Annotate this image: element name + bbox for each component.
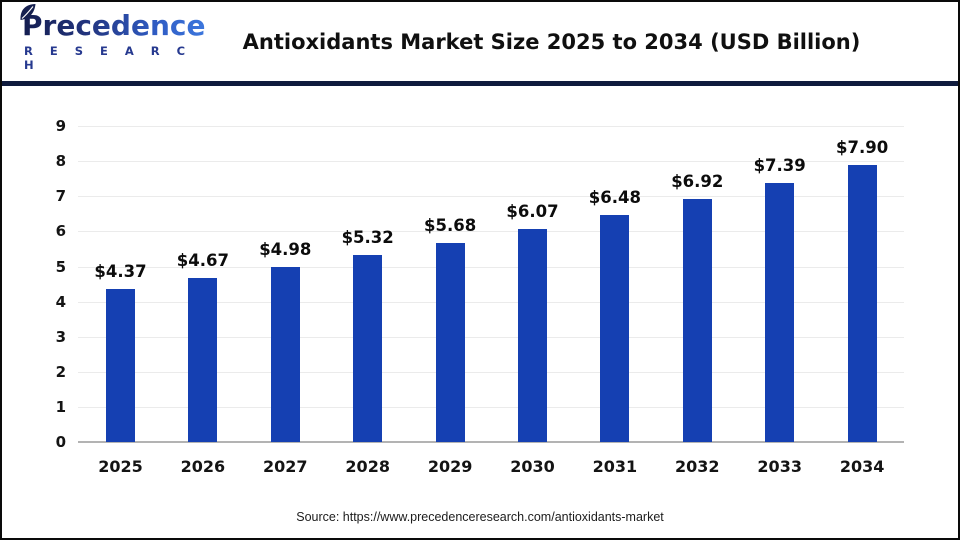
x-axis-tick-2033: 2033 [757, 457, 802, 476]
bar-value-label-2029: $5.68 [423, 215, 477, 235]
y-axis-tick-8: 8 [55, 152, 66, 171]
x-axis-tick-2028: 2028 [345, 457, 390, 476]
bar-2033 [765, 182, 795, 442]
bar-2025 [106, 288, 135, 442]
bar-2027 [270, 267, 300, 442]
bar-2028 [353, 255, 383, 442]
bar-2034 [847, 164, 877, 442]
y-axis-tick-4: 4 [55, 292, 66, 311]
gridline-7 [78, 196, 904, 198]
x-axis-line [78, 441, 904, 443]
y-axis-tick-6: 6 [55, 222, 66, 241]
x-axis-tick-2027: 2027 [263, 457, 308, 476]
y-axis-tick-2: 2 [55, 362, 66, 381]
source-citation: Source: https://www.precedenceresearch.c… [296, 510, 664, 524]
logo-text-precedence: Precedence [22, 9, 206, 42]
gridline-9 [78, 126, 904, 128]
bar-value-label-2025: $4.37 [94, 261, 147, 281]
gridline-1 [78, 406, 904, 408]
bar-value-label-2027: $4.98 [259, 240, 312, 260]
bar-2030 [518, 228, 547, 442]
x-axis-tick-2029: 2029 [427, 457, 473, 476]
bar-2032 [682, 199, 712, 442]
gridline-4 [78, 301, 904, 303]
x-axis-tick-2032: 2032 [675, 457, 720, 476]
chart-title: Antioxidants Market Size 2025 to 2034 (U… [242, 29, 861, 54]
bar-2026 [188, 278, 218, 442]
logo-wordmark: Precedence [20, 4, 215, 42]
bar-value-label-2034: $7.90 [835, 137, 889, 157]
bar-value-label-2026: $4.67 [176, 251, 229, 271]
bar-2031 [600, 214, 630, 442]
y-axis-tick-7: 7 [55, 187, 66, 206]
gridline-2 [78, 371, 904, 373]
y-axis-tick-3: 3 [55, 327, 66, 346]
bar-2029 [435, 242, 465, 442]
leaf-icon [20, 4, 36, 20]
x-axis-tick-2034: 2034 [839, 457, 885, 476]
header: Precedence R E S E A R C H Antioxidants … [2, 2, 958, 81]
header-divider [2, 81, 958, 86]
x-axis-tick-2026: 2026 [180, 457, 226, 476]
y-axis-tick-9: 9 [55, 117, 66, 136]
y-axis-tick-1: 1 [55, 397, 66, 416]
x-axis-tick-2025: 2025 [98, 457, 143, 476]
gridline-3 [78, 336, 904, 338]
y-axis-tick-5: 5 [55, 257, 66, 276]
bar-value-label-2031: $6.48 [588, 187, 641, 207]
logo-text-research: R E S E A R C H [24, 44, 192, 72]
bar-value-label-2030: $6.07 [506, 201, 559, 221]
y-axis-tick-0: 0 [55, 433, 66, 451]
x-axis-tick-2031: 2031 [592, 457, 638, 476]
gridline-5 [78, 266, 904, 268]
bar-value-label-2033: $7.39 [753, 155, 806, 175]
bar-value-label-2032: $6.92 [671, 172, 724, 192]
brand-logo: Precedence R E S E A R C H [20, 4, 215, 72]
bar-value-label-2028: $5.32 [341, 228, 394, 248]
gridline-8 [78, 161, 904, 163]
gridline-6 [78, 231, 904, 233]
x-axis-tick-2030: 2030 [510, 457, 555, 476]
